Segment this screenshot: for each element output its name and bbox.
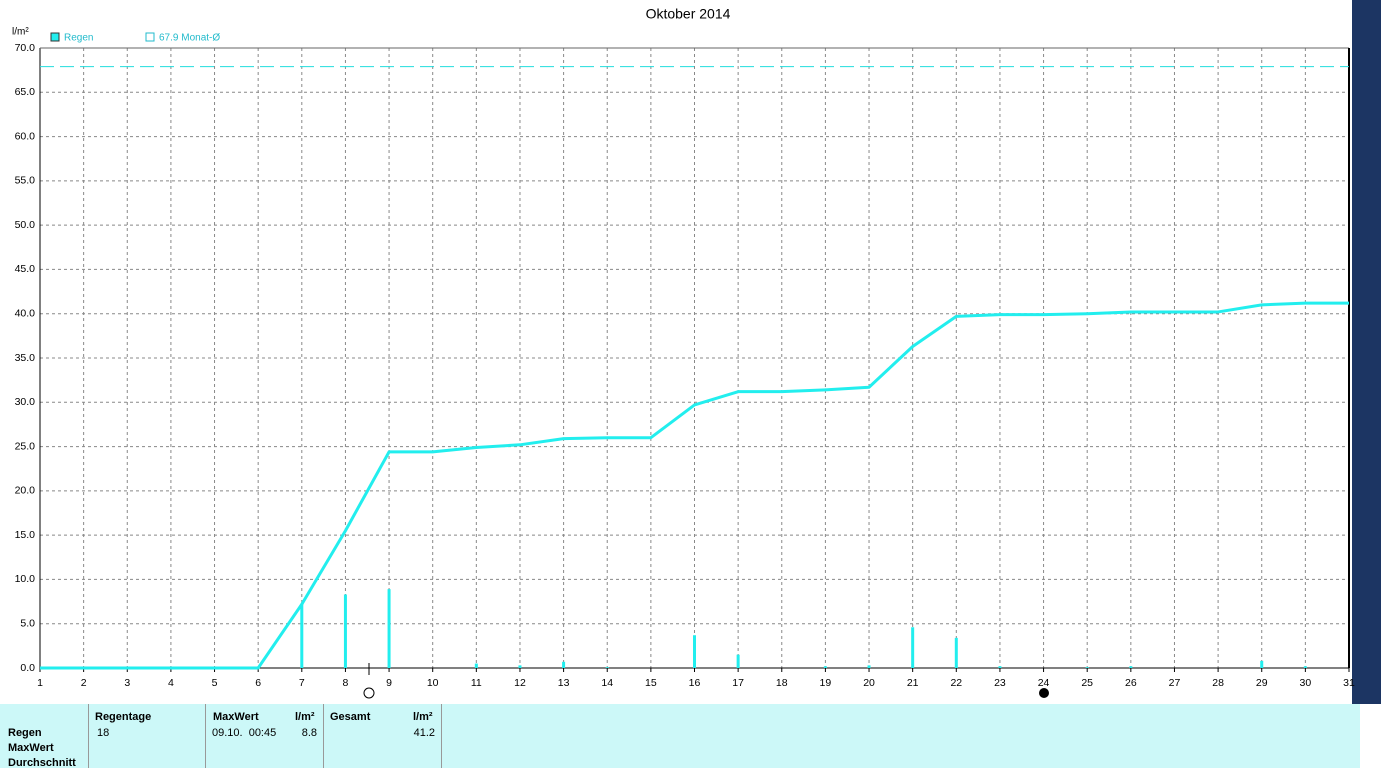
bar — [1303, 666, 1307, 668]
bar — [343, 594, 347, 668]
x-tick-label: 19 — [820, 677, 832, 689]
x-tick-label: 2 — [81, 677, 87, 689]
legend-swatch — [50, 32, 60, 42]
x-tick-label: 16 — [689, 677, 701, 689]
x-tick-label: 6 — [255, 677, 261, 689]
chart-title: Oktober 2014 — [646, 6, 731, 22]
cell: 41.2 — [413, 727, 435, 739]
legend-label: Regen — [64, 33, 93, 44]
bar — [736, 654, 740, 668]
y-tick-label: 20.0 — [15, 485, 36, 497]
y-tick-label: 65.0 — [15, 86, 36, 98]
y-tick-label: 55.0 — [15, 175, 36, 187]
x-tick-label: 4 — [168, 677, 174, 689]
bar — [1260, 660, 1264, 668]
bar — [823, 666, 827, 668]
x-tick-label: 12 — [514, 677, 526, 689]
y-tick-label: 70.0 — [15, 42, 36, 54]
header: Gesamt — [330, 711, 371, 723]
x-tick-label: 27 — [1169, 677, 1181, 689]
y-tick-label: 50.0 — [15, 219, 36, 231]
column-separator — [88, 704, 89, 768]
x-tick-label: 10 — [427, 677, 439, 689]
y-tick-label: 10.0 — [15, 573, 36, 585]
x-tick-label: 24 — [1038, 677, 1050, 689]
x-tick-label: 11 — [471, 677, 482, 689]
x-tick-label: 17 — [732, 677, 744, 689]
bar — [867, 665, 871, 668]
bar — [562, 661, 566, 668]
x-tick-label: 9 — [386, 677, 392, 689]
summary-table: Regentage MaxWert l/m² Gesamt l/m² Regen… — [0, 704, 1360, 769]
x-tick-label: 31 — [1343, 677, 1355, 689]
bar — [1129, 666, 1133, 668]
y-tick-label: 25.0 — [15, 440, 36, 452]
row-label: Durchschnitt — [8, 757, 76, 769]
x-tick-label: 3 — [124, 677, 130, 689]
x-tick-label: 29 — [1256, 677, 1268, 689]
legend-swatch — [145, 32, 155, 42]
bar — [518, 665, 522, 668]
bar — [693, 635, 696, 668]
cell: 18 — [97, 727, 110, 739]
y-tick-label: 15.0 — [15, 529, 36, 541]
cell: 09.10. 00:45 — [212, 727, 277, 739]
y-tick-label: 40.0 — [15, 307, 36, 319]
bar — [998, 666, 1002, 668]
x-tick-label: 7 — [299, 677, 305, 689]
legend-label: 67.9 Monat-Ø — [159, 33, 220, 44]
x-tick-label: 26 — [1125, 677, 1137, 689]
header: l/m² — [295, 711, 315, 723]
cell: 8.8 — [301, 727, 317, 739]
x-tick-label: 14 — [601, 677, 613, 689]
header: Regentage — [95, 711, 152, 723]
bar — [474, 663, 478, 668]
x-tick-label: 8 — [343, 677, 349, 689]
bar — [300, 604, 304, 668]
x-tick-label: 15 — [645, 677, 657, 689]
y-tick-label: 60.0 — [15, 130, 36, 142]
full-moon — [363, 687, 375, 699]
x-tick-label: 30 — [1300, 677, 1312, 689]
row-label: MaxWert — [8, 742, 54, 754]
y-tick-label: 30.0 — [15, 396, 36, 408]
x-tick-label: 20 — [863, 677, 875, 689]
column-separator — [205, 704, 206, 768]
y-tick-label: 0.0 — [20, 662, 35, 674]
bar — [1085, 667, 1089, 668]
row-label: Regen — [8, 727, 42, 739]
y-tick-label: 35.0 — [15, 352, 36, 364]
x-tick-label: 13 — [558, 677, 570, 689]
new-moon — [1039, 688, 1049, 698]
column-separator — [323, 704, 324, 768]
header: l/m² — [413, 711, 433, 723]
bar — [911, 627, 915, 668]
y-unit: l/m² — [12, 27, 29, 38]
desktop-edge — [1352, 0, 1381, 704]
header: MaxWert — [213, 711, 259, 723]
x-tick-label: 5 — [212, 677, 218, 689]
column-separator — [441, 704, 442, 768]
bar — [387, 589, 391, 668]
bar — [954, 637, 958, 668]
bar — [605, 667, 609, 668]
x-tick-label: 1 — [37, 677, 43, 689]
y-tick-label: 45.0 — [15, 263, 36, 275]
x-tick-label: 23 — [994, 677, 1006, 689]
x-tick-label: 18 — [776, 677, 788, 689]
x-tick-label: 22 — [950, 677, 962, 689]
cumulative-line — [40, 301, 1349, 670]
y-tick-label: 5.0 — [20, 617, 35, 629]
x-tick-label: 28 — [1212, 677, 1224, 689]
chart: Oktober 2014 l/m² Regen 67.9 Monat-Ø 0.0… — [12, 0, 1381, 704]
x-tick-label: 25 — [1081, 677, 1093, 689]
x-tick-label: 21 — [907, 677, 919, 689]
